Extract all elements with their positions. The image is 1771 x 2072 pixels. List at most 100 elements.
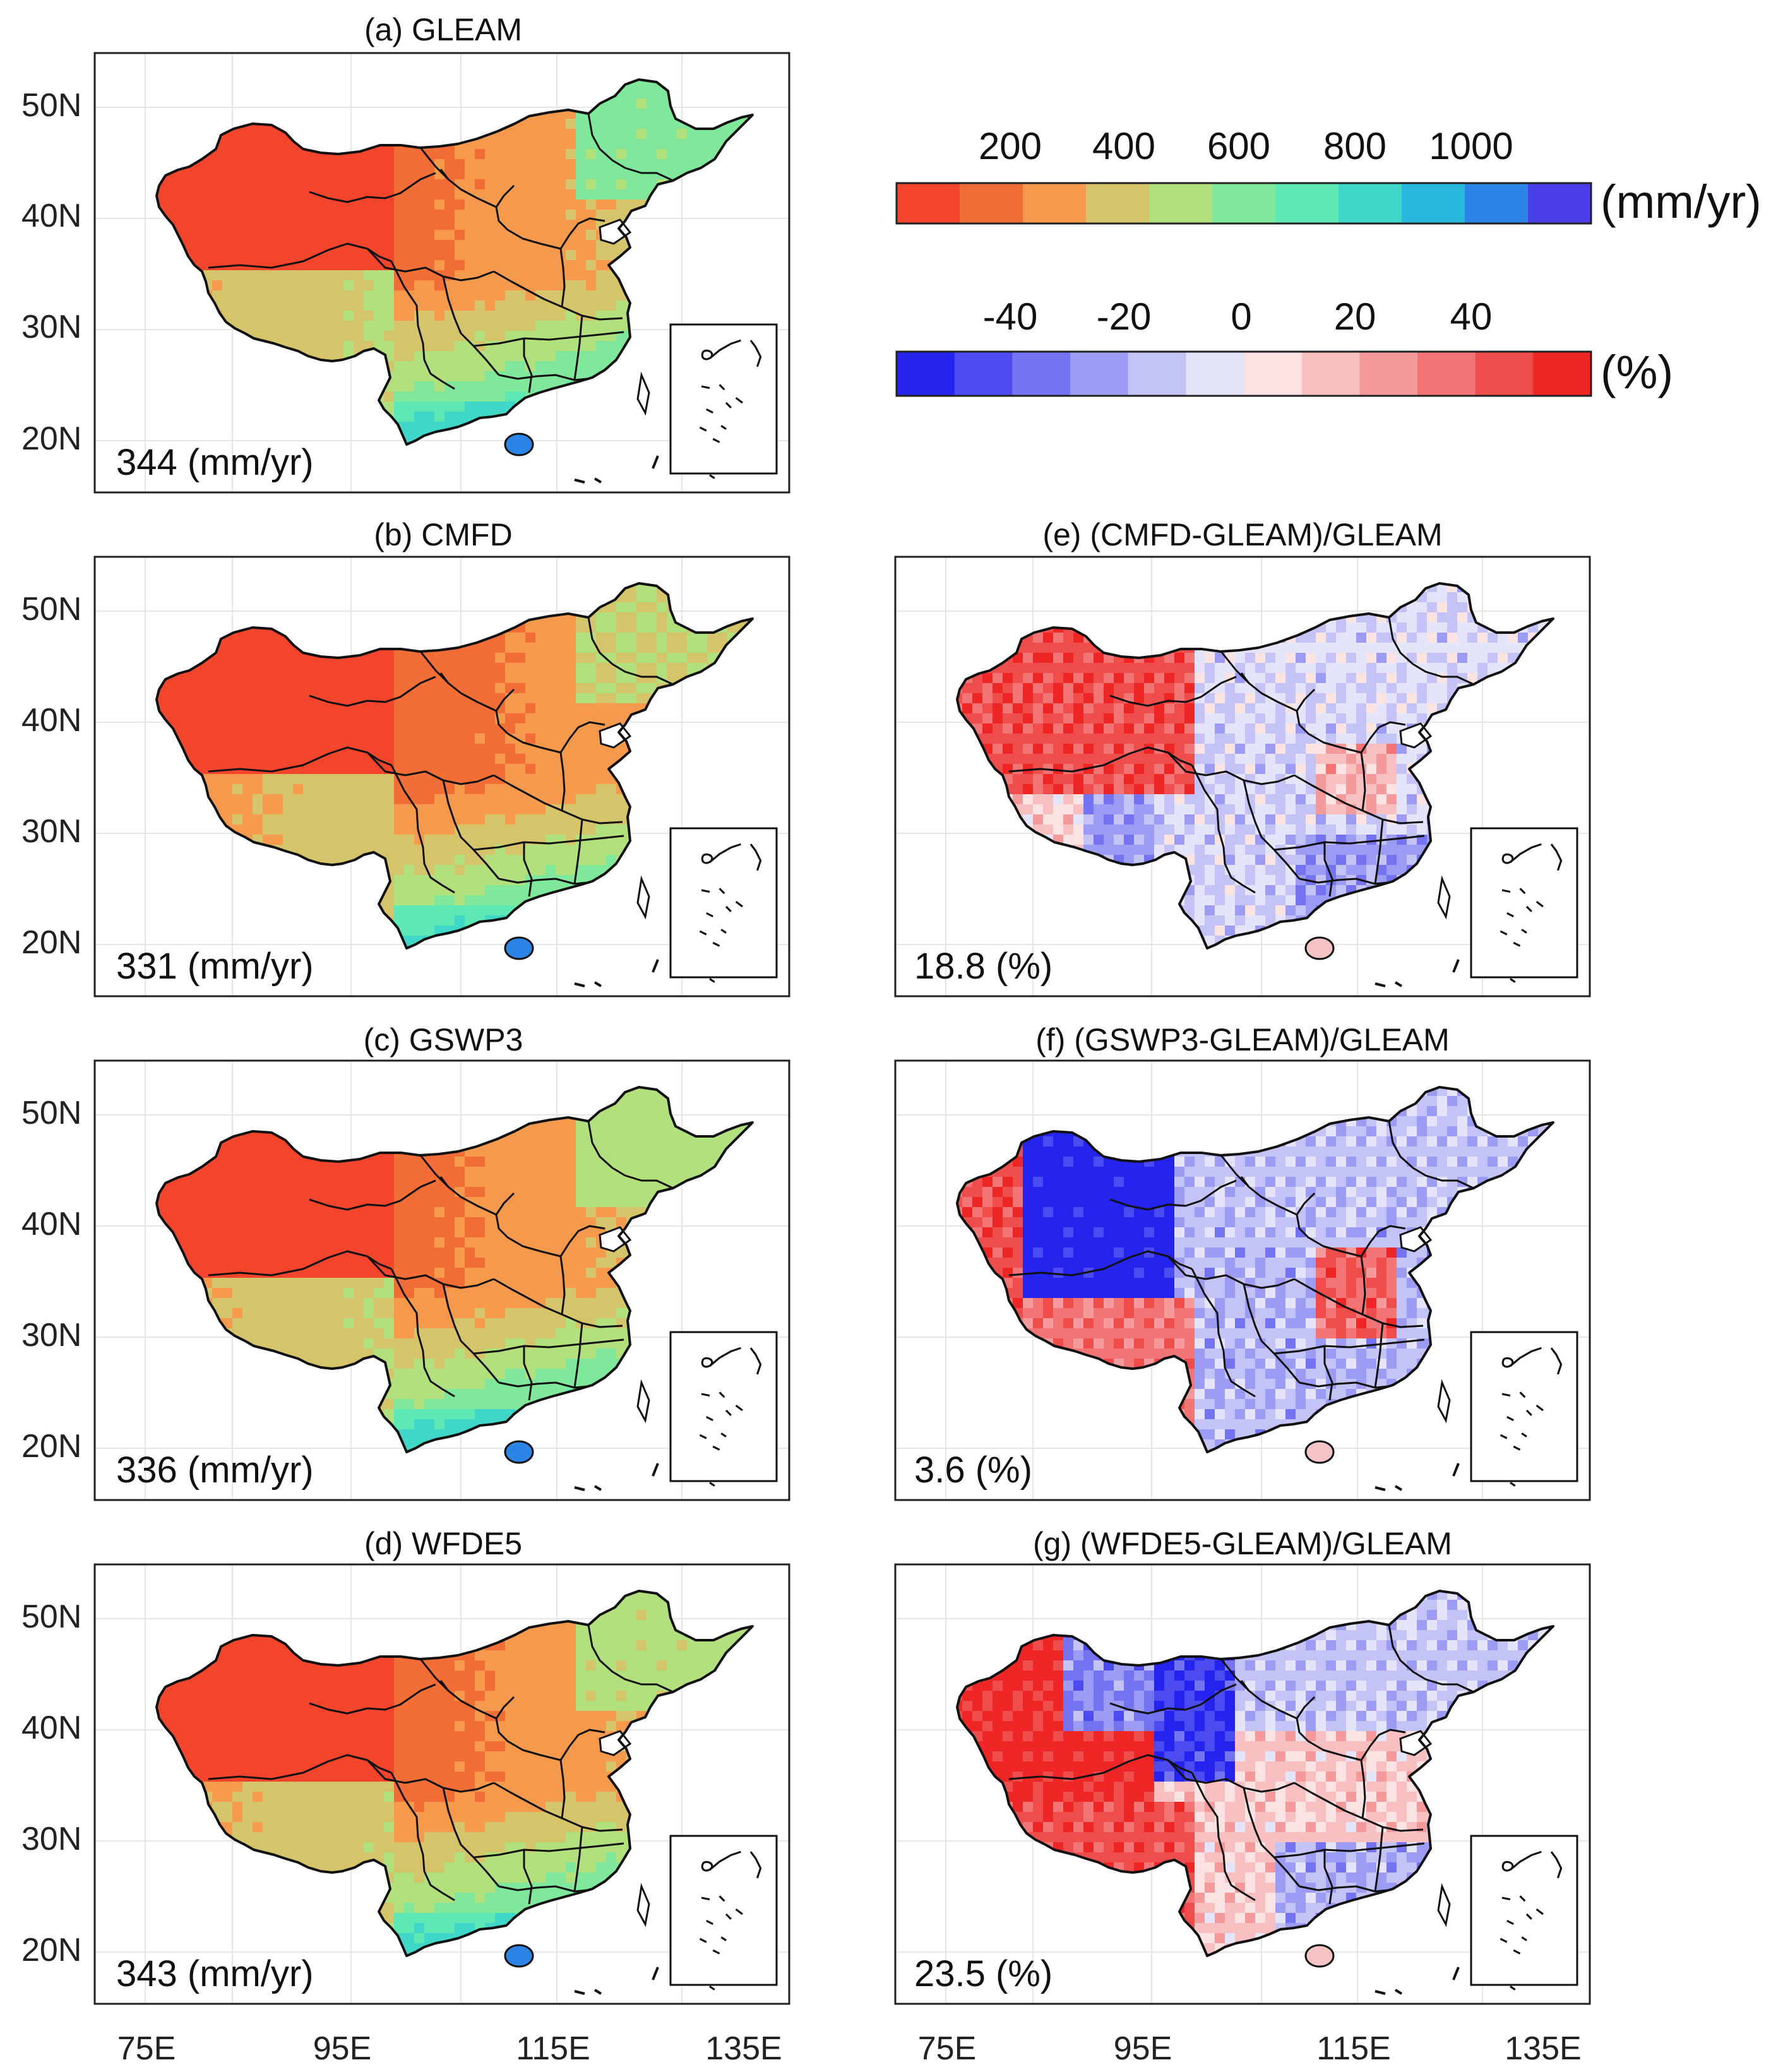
inset-island-path <box>1501 1861 1514 1872</box>
map-g-province-boundaries <box>1008 1624 1474 1905</box>
map-d-province-boundaries <box>208 1624 674 1905</box>
inset-island-path <box>701 1861 713 1872</box>
cb-pct-label-3: 0 <box>1231 295 1251 338</box>
cb-pct-cells-cell-9 <box>1359 352 1418 396</box>
inset-island-path <box>1500 1895 1544 1991</box>
cb-abs-cells-cell-8 <box>1339 183 1402 223</box>
taiwan-island <box>636 1379 650 1424</box>
lon-left-95e: 95E <box>313 2030 372 2067</box>
inset-island-path <box>1500 888 1544 983</box>
inset-island-path <box>749 1347 762 1375</box>
south-china-sea-dashes <box>1374 959 1460 987</box>
hainan-island <box>1304 1440 1335 1464</box>
lon-right-135e: 135E <box>1505 2030 1581 2067</box>
inset-island-path <box>699 1391 743 1487</box>
cb-pct-cells-cell-6 <box>1186 352 1244 396</box>
map-c-province-boundaries <box>208 1121 674 1401</box>
map-e-country-outline <box>956 582 1554 950</box>
taiwan-island <box>636 875 650 920</box>
cb-pct-label-4: 20 <box>1334 295 1376 338</box>
colorbar-absolute: 200 400 600 800 1000 (mm/yr) <box>895 125 1762 228</box>
map-g <box>894 1563 1591 2005</box>
panel-e: (e) (CMFD-GLEAM)/GLEAM 18.8 (%) <box>894 517 1591 997</box>
panel-c: (c) GSWP3 336 (mm/yr) 50N 40N 30N 20N <box>21 1022 790 1501</box>
south-china-sea-inset <box>669 1835 778 1986</box>
panel-e-title: (e) (CMFD-GLEAM)/GLEAM <box>1042 517 1442 552</box>
panel-a-lat-20n: 20N <box>21 420 81 457</box>
cb-abs-cells-cell-1 <box>897 183 960 223</box>
map-g-frame <box>894 1563 1591 2005</box>
lon-right-115e: 115E <box>1316 2030 1391 2067</box>
cb-abs-label-2: 400 <box>1092 125 1155 167</box>
inset-island-path <box>749 1851 762 1879</box>
map-g-country-outline <box>956 1590 1554 1957</box>
hainan-island <box>1304 1944 1335 1968</box>
cb-abs-unit: (mm/yr) <box>1601 176 1762 228</box>
panel-c-lat-20n: 20N <box>21 1428 81 1465</box>
cb-abs-cells-cell-6 <box>1212 183 1276 223</box>
cb-abs-cells-cell-9 <box>1402 183 1465 223</box>
taiwan-island <box>636 1883 650 1927</box>
map-e-province-boundaries <box>1008 617 1474 897</box>
inset-island-path <box>1510 1850 1542 1871</box>
inset-island-path <box>701 853 713 864</box>
map-a-frame <box>93 52 790 494</box>
cb-pct-cells-cell-5 <box>1128 352 1186 396</box>
inset-island-path <box>699 888 743 983</box>
map-e <box>894 556 1591 997</box>
inset-island-path <box>709 339 741 359</box>
cb-pct-cells-cell-2 <box>954 352 1013 396</box>
cb-abs-cells-cell-2 <box>960 183 1023 223</box>
inset-island-path <box>1501 1357 1514 1368</box>
panel-a-lat-40n: 40N <box>21 198 81 234</box>
panel-a-title: (a) GLEAM <box>364 12 522 47</box>
cb-abs-cells-cell-5 <box>1149 183 1213 223</box>
cb-pct-label-5: 40 <box>1450 295 1493 338</box>
cb-pct-cells-cell-7 <box>1244 352 1303 396</box>
hainan-island <box>504 936 534 960</box>
panel-c-lat-50n: 50N <box>21 1095 81 1131</box>
map-a-country-outline <box>155 78 754 446</box>
map-a <box>93 52 790 494</box>
panel-d-title: (d) WFDE5 <box>364 1526 522 1561</box>
cb-pct-unit: (%) <box>1601 346 1673 398</box>
inset-island-path <box>709 1850 741 1871</box>
south-china-sea-inset <box>1470 1331 1578 1482</box>
inset-island-path <box>1501 853 1514 864</box>
cb-pct-cells-cell-3 <box>1012 352 1071 396</box>
panel-b: (b) CMFD 331 (mm/yr) 50N 40N 30N 20N <box>21 517 790 997</box>
panel-d-lat-ticks: 50N 40N 30N 20N <box>21 1599 81 1968</box>
panel-c-lat-30n: 30N <box>21 1317 81 1354</box>
panel-d-stat: 343 (mm/yr) <box>116 1953 314 1994</box>
cb-abs-cells-cell-11 <box>1528 183 1592 223</box>
panel-d-lat-20n: 20N <box>21 1932 81 1968</box>
panel-c-lat-ticks: 50N 40N 30N 20N <box>21 1095 81 1465</box>
cb-abs-label-3: 600 <box>1207 125 1270 167</box>
hainan-island <box>504 1944 534 1968</box>
panel-a-lat-50n: 50N <box>21 87 81 124</box>
inset-island-path <box>709 1347 741 1367</box>
map-e-frame <box>894 556 1591 997</box>
inset-island-path <box>749 340 762 367</box>
south-china-sea-inset <box>1470 1835 1578 1986</box>
panel-a-lat-30n: 30N <box>21 309 81 345</box>
cb-abs-cells-cell-3 <box>1023 183 1087 223</box>
hainan-island <box>1304 936 1335 960</box>
map-b-country-outline <box>155 582 754 950</box>
south-china-sea-dashes <box>1374 1967 1460 1995</box>
panel-a-lat-ticks: 50N 40N 30N 20N <box>21 87 81 457</box>
panel-b-lat-20n: 20N <box>21 924 81 961</box>
hainan-island <box>504 1440 534 1464</box>
panel-f-stat: 3.6 (%) <box>914 1450 1032 1491</box>
map-f-country-outline <box>956 1086 1554 1453</box>
lon-left-75e: 75E <box>117 2030 176 2067</box>
map-f <box>894 1059 1591 1501</box>
south-china-sea-dashes <box>574 1967 659 1995</box>
inset-island-path <box>701 349 713 360</box>
cb-pct-cells-cell-10 <box>1417 352 1476 396</box>
south-china-sea-inset <box>669 827 778 979</box>
map-b-province-boundaries <box>208 617 674 897</box>
panel-b-lat-ticks: 50N 40N 30N 20N <box>21 591 81 961</box>
inset-island-path <box>1510 843 1542 863</box>
